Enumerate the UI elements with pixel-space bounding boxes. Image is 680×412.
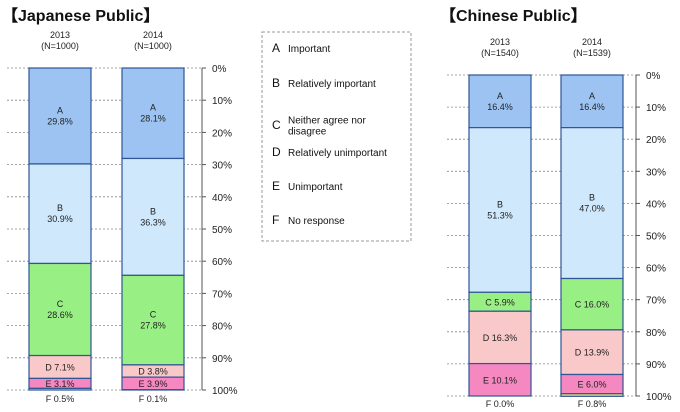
segment-label-c: C 16.0% [575, 300, 610, 310]
y-tick-label: 60% [646, 264, 666, 275]
y-tick-label: 0% [646, 71, 661, 82]
bar-segment-f [28, 387, 92, 391]
chart-title: 【Chinese Public】 [440, 7, 587, 25]
bar-segment-a [121, 67, 185, 160]
legend-key: E [272, 179, 280, 193]
bar-segment-a [560, 74, 624, 129]
bar-segment-b [468, 127, 532, 293]
segment-label-e: E 10.1% [483, 375, 517, 385]
y-tick-label: 70% [212, 289, 232, 300]
bar-segment-d [468, 310, 532, 365]
segment-label-a: A 29.8% [47, 105, 73, 126]
category-year: 2014 [582, 37, 602, 47]
category-year: 2013 [50, 30, 70, 40]
chart-japanese: 【Japanese Public】 0% 10% 20% 30% 40% 50% 60% 70%… [2, 7, 238, 404]
legend-key: B [272, 76, 280, 90]
y-tick-label: 80% [646, 328, 666, 339]
legend-key: C [272, 118, 281, 132]
legend-label: Relatively unimportant [288, 148, 387, 159]
segment-label-d: D 7.1% [45, 362, 75, 372]
y-tick-label: 10% [646, 103, 666, 114]
y-tick-label: 40% [212, 193, 232, 204]
segment-label-a: A 28.1% [140, 103, 166, 124]
bar-segment-e [468, 362, 532, 397]
y-tick-label: 90% [646, 360, 666, 371]
segment-label-c: C 28.6% [47, 299, 73, 320]
segment-label-b: B 30.9% [47, 203, 73, 224]
segment-label-b: B 36.3% [140, 206, 166, 227]
segment-label-d: D 16.3% [483, 333, 518, 343]
bar-segment-f [560, 393, 624, 397]
segment-label-f: F 0.5% [46, 394, 75, 404]
y-tick-label: 20% [212, 128, 232, 139]
y-tick-label: 60% [212, 257, 232, 268]
segment-label-d: D 13.9% [575, 348, 610, 358]
y-tick-label: 70% [646, 296, 666, 307]
segment-label-d: D 3.8% [138, 367, 168, 377]
y-tick-label: 40% [646, 199, 666, 210]
segment-label-f: F 0.8% [578, 399, 607, 409]
y-tick-label: 20% [646, 135, 666, 146]
y-tick-label: 100% [646, 392, 672, 403]
category-n: (N=1539) [573, 48, 611, 58]
category-year: 2013 [490, 37, 510, 47]
legend: A Important B Relatively important C Neither … [261, 31, 412, 242]
segment-label-f: F 0.0% [486, 399, 515, 409]
bar-segment-a [28, 67, 92, 165]
y-tick-label: 80% [212, 322, 232, 333]
category-n: (N=1540) [481, 48, 519, 58]
legend-key: A [272, 41, 280, 55]
category-n: (N=1000) [134, 41, 172, 51]
legend-key: F [272, 213, 279, 227]
y-tick-label: 90% [212, 354, 232, 365]
bar-segment-b [28, 163, 92, 265]
chart-title: 【Japanese Public】 [2, 7, 159, 25]
y-tick-label: 10% [212, 96, 232, 107]
y-tick-label: 50% [212, 225, 232, 236]
segment-label-c: C 5.9% [485, 297, 515, 307]
y-tick-label: 30% [212, 161, 232, 172]
bar-segment-b [121, 157, 185, 276]
chart-chinese: 【Chinese Public】 0% 10% 20% 30% 40% 50% 60% 70% 8… [440, 7, 672, 409]
segment-label-e: E 3.9% [138, 379, 167, 389]
y-tick-label: 50% [646, 232, 666, 243]
y-tick-label: 0% [212, 64, 227, 75]
legend-label: Important [288, 44, 330, 55]
segment-label-a: A 16.4% [579, 91, 605, 112]
legend-label: No response [288, 216, 345, 227]
y-tick-label: 100% [212, 386, 238, 397]
legend-label: Unimportant [288, 182, 343, 193]
legend-key: D [272, 145, 281, 159]
segment-label-a: A 16.4% [487, 91, 513, 112]
bar-segment-c [560, 277, 624, 331]
segment-label-e: E 6.0% [577, 380, 606, 390]
segment-label-f: F 0.1% [139, 394, 168, 404]
bar-segment-b [560, 127, 624, 280]
legend-label: Relatively important [288, 79, 376, 90]
segment-label-b: B 47.0% [579, 193, 605, 214]
y-tick-label: 30% [646, 167, 666, 178]
segment-label-e: E 3.1% [45, 379, 74, 389]
legend-frame [261, 31, 412, 242]
segment-label-b: B 51.3% [487, 199, 513, 220]
category-year: 2014 [143, 30, 163, 40]
bar-segment-a [468, 74, 532, 129]
legend-label: Neither agree nor disagree [288, 116, 366, 138]
bar-segment-d [560, 329, 624, 376]
category-n: (N=1000) [41, 41, 79, 51]
segment-label-c: C 27.8% [140, 310, 166, 331]
bar-segment-c [121, 274, 185, 366]
